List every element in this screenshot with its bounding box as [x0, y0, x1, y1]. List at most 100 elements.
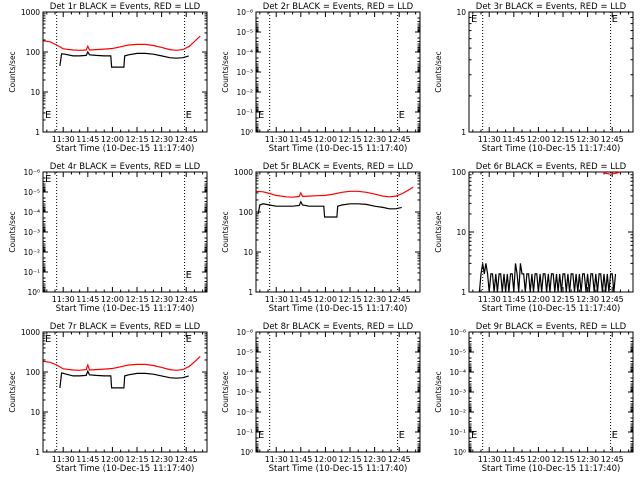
y-tick-label: 10: [243, 248, 253, 257]
y-tick-label: 10⁻¹: [236, 428, 253, 437]
x-axis-label: Start Time (10-Dec-15 11:17:40): [269, 144, 408, 154]
marker-e-label: E: [186, 270, 192, 281]
x-tick-label: 12:30: [150, 455, 173, 464]
y-tick-label: 10: [456, 228, 466, 237]
y-tick-label: 10⁻⁴: [449, 368, 466, 377]
marker-e-label: E: [612, 430, 618, 441]
marker-e-label: E: [45, 334, 51, 345]
series-events-line: [257, 200, 402, 218]
y-tick-label: 10⁻⁴: [23, 208, 40, 217]
y-tick-label: 10⁻⁵: [236, 348, 253, 357]
panel-det-1r: Det 1r BLACK = Events, RED = LLD 11:30 11:…: [8, 2, 208, 154]
panel-det-8r: Det 8r BLACK = Events, RED = LLD 11:30 11:…: [221, 322, 421, 474]
y-tick-label: 10⁻⁴: [236, 48, 253, 57]
panel-title: Det 3r BLACK = Events, RED = LLD: [476, 2, 627, 12]
y-tick-label: 10⁻⁴: [236, 368, 253, 377]
x-tick-label: 12:15: [551, 135, 574, 144]
series-lld-line: [602, 171, 621, 175]
x-tick-label: 12:00: [101, 455, 124, 464]
x-tick-label: 12:15: [338, 455, 361, 464]
y-tick-label: 10⁻³: [236, 388, 253, 397]
x-tick-label: 12:15: [338, 295, 361, 304]
y-axis-label: Counts/sec: [434, 211, 443, 252]
x-tick-label: 12:45: [175, 455, 198, 464]
y-tick-label: 10⁻⁵: [23, 188, 40, 197]
x-tick-label: 12:15: [551, 455, 574, 464]
y-tick-label: 10⁻⁶: [449, 328, 466, 337]
x-tick-label: 12:45: [175, 295, 198, 304]
x-axis-label: Start Time (10-Dec-15 11:17:40): [56, 464, 195, 474]
panel-title: Det 7r BLACK = Events, RED = LLD: [50, 322, 201, 332]
x-tick-label: 12:45: [175, 135, 198, 144]
x-tick-label: 12:45: [601, 295, 624, 304]
y-tick-label: 1: [35, 128, 40, 137]
x-axis-label: Start Time (10-Dec-15 11:17:40): [269, 464, 408, 474]
y-tick-label: 1: [35, 448, 40, 457]
x-tick-label: 11:30: [265, 135, 288, 144]
panel-det-6r: Det 6r BLACK = Events, RED = LLD 11:30 11:…: [434, 162, 634, 314]
panel-det-4r: Det 4r BLACK = Events, RED = LLD 11:30 11:…: [8, 162, 208, 314]
y-tick-label: 10⁻²: [23, 248, 40, 257]
marker-e-label: E: [399, 430, 405, 441]
y-tick-label: 10⁻³: [23, 228, 40, 237]
x-tick-label: 12:30: [576, 455, 599, 464]
x-tick-label: 11:30: [478, 295, 501, 304]
panel-title: Det 8r BLACK = Events, RED = LLD: [263, 322, 414, 332]
y-tick-label: 1000: [234, 168, 253, 177]
x-axis-label: Start Time (10-Dec-15 11:17:40): [56, 304, 195, 314]
x-tick-label: 12:45: [388, 295, 411, 304]
x-tick-label: 11:45: [289, 455, 312, 464]
x-tick-label: 11:30: [52, 455, 75, 464]
y-axis-label: Counts/sec: [221, 51, 230, 92]
y-tick-label: 10⁻⁵: [236, 28, 253, 37]
series-events-line: [59, 50, 189, 68]
y-tick-label: 10⁻⁵: [449, 348, 466, 357]
y-tick-label: 10⁰: [240, 448, 253, 457]
y-tick-label: 1000: [21, 8, 40, 17]
series-events-line: [59, 369, 189, 389]
x-tick-label: 11:45: [289, 295, 312, 304]
x-tick-label: 12:30: [363, 455, 386, 464]
y-tick-label: 10⁻¹: [23, 268, 40, 277]
y-axis-label: Counts/sec: [221, 371, 230, 412]
x-tick-label: 12:15: [125, 295, 148, 304]
x-tick-label: 12:45: [388, 135, 411, 144]
x-tick-label: 12:45: [601, 455, 624, 464]
x-tick-label: 12:45: [601, 135, 624, 144]
y-tick-label: 10⁻²: [449, 408, 466, 417]
y-axis-label: Counts/sec: [434, 371, 443, 412]
x-tick-label: 11:45: [76, 455, 99, 464]
plot-frame: [42, 331, 208, 453]
x-tick-label: 12:00: [527, 455, 550, 464]
marker-e-label: E: [471, 430, 477, 441]
panel-det-5r: Det 5r BLACK = Events, RED = LLD 11:30 11:…: [221, 162, 421, 314]
x-tick-label: 12:00: [101, 295, 124, 304]
x-axis-label: Start Time (10-Dec-15 11:17:40): [482, 304, 621, 314]
y-tick-label: 100: [452, 168, 467, 177]
x-tick-label: 12:30: [150, 135, 173, 144]
x-tick-label: 11:30: [52, 135, 75, 144]
x-tick-label: 12:00: [527, 295, 550, 304]
marker-e-label: E: [399, 110, 405, 121]
x-tick-label: 11:45: [76, 295, 99, 304]
x-tick-label: 12:30: [576, 295, 599, 304]
x-axis-label: Start Time (10-Dec-15 11:17:40): [482, 464, 621, 474]
marker-e-label: E: [471, 14, 477, 25]
x-tick-label: 11:45: [502, 455, 525, 464]
y-tick-label: 1: [461, 128, 466, 137]
panel-det-7r: Det 7r BLACK = Events, RED = LLD 11:30 11:…: [8, 322, 208, 474]
x-tick-label: 12:00: [527, 135, 550, 144]
x-tick-label: 11:45: [289, 135, 312, 144]
x-tick-label: 12:15: [551, 295, 574, 304]
y-tick-label: 10⁻⁶: [236, 8, 253, 17]
y-tick-label: 10: [456, 8, 466, 17]
x-tick-label: 12:00: [314, 135, 337, 144]
x-tick-label: 12:00: [314, 295, 337, 304]
y-tick-label: 10⁻¹: [236, 108, 253, 117]
y-tick-label: 1: [461, 288, 466, 297]
x-tick-label: 12:45: [388, 455, 411, 464]
marker-e-label: E: [45, 174, 51, 185]
x-tick-label: 12:15: [125, 135, 148, 144]
y-axis-label: Counts/sec: [8, 371, 17, 412]
